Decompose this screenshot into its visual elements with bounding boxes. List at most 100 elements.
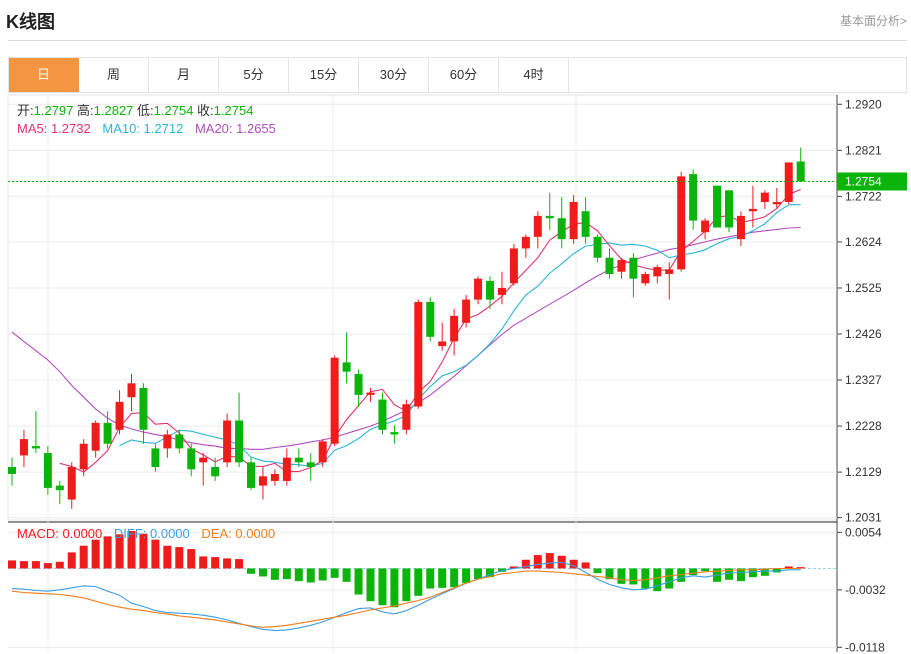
candle-body bbox=[67, 466, 76, 500]
macd-bar bbox=[725, 568, 733, 580]
macd-bar bbox=[79, 545, 88, 569]
candle-body bbox=[497, 287, 506, 295]
macd-tick-label: -0.0118 bbox=[845, 640, 885, 654]
tab-5min[interactable]: 5分 bbox=[219, 58, 289, 92]
candle-body bbox=[593, 236, 602, 258]
candle-body bbox=[450, 315, 459, 342]
ma10-line bbox=[119, 204, 801, 468]
macd-label: MACD: bbox=[17, 526, 63, 541]
tab-month[interactable]: 月 bbox=[149, 58, 219, 92]
macd-bar bbox=[796, 567, 805, 569]
page-title: K线图 bbox=[6, 12, 55, 32]
macd-bar bbox=[438, 568, 447, 588]
macd-bar bbox=[19, 561, 28, 569]
macd-bar bbox=[378, 568, 387, 606]
candle-body bbox=[175, 434, 184, 449]
macd-bar bbox=[653, 568, 662, 592]
macd-bar bbox=[127, 531, 136, 569]
macd-bar bbox=[509, 566, 518, 569]
candle-body bbox=[426, 301, 435, 337]
macd-bar bbox=[103, 536, 112, 569]
tab-4hour[interactable]: 4时 bbox=[499, 58, 569, 92]
macd-bar bbox=[521, 559, 530, 569]
tab-30min[interactable]: 30分 bbox=[359, 58, 429, 92]
tab-week[interactable]: 周 bbox=[79, 58, 149, 92]
period-tabs: 日 周 月 5分 15分 30分 60分 4时 bbox=[8, 57, 907, 93]
macd-bar bbox=[665, 568, 674, 589]
candle-body bbox=[641, 274, 650, 284]
macd-bar bbox=[247, 568, 255, 574]
candle-body bbox=[581, 211, 590, 237]
candle-body bbox=[796, 161, 805, 182]
tab-15min[interactable]: 15分 bbox=[289, 58, 359, 92]
open-value: 1.2797 bbox=[34, 103, 74, 118]
tab-day[interactable]: 日 bbox=[9, 58, 79, 92]
macd-bar bbox=[151, 539, 160, 569]
current-price-label: 1.2754 bbox=[845, 174, 882, 188]
candle-body bbox=[55, 485, 64, 491]
macd-bar bbox=[605, 568, 614, 580]
header-divider bbox=[8, 40, 907, 41]
price-tick-label: 1.2821 bbox=[845, 143, 882, 157]
macd-bar bbox=[450, 568, 459, 588]
macd-bar bbox=[43, 563, 52, 569]
ma10-label: MA10: bbox=[102, 121, 143, 136]
macd-bar bbox=[581, 562, 590, 569]
candle-body bbox=[294, 457, 303, 463]
macd-bar bbox=[91, 539, 100, 569]
macd-bar bbox=[199, 556, 208, 569]
ma20-label: MA20: bbox=[195, 121, 236, 136]
candle-body bbox=[354, 373, 363, 395]
macd-bar bbox=[617, 568, 626, 584]
fundamental-analysis-link[interactable]: 基本面分析> bbox=[839, 14, 907, 28]
macd-bar bbox=[569, 559, 578, 569]
macd-bar bbox=[426, 568, 435, 589]
candle-body bbox=[569, 201, 578, 240]
macd-bar bbox=[67, 552, 76, 569]
candle-body bbox=[689, 174, 698, 221]
macd-bar bbox=[366, 568, 375, 602]
candle-body bbox=[187, 448, 196, 470]
macd-bar bbox=[31, 561, 40, 569]
candle-body bbox=[247, 462, 255, 488]
ohlc-readout: 开:1.2797 高:1.2827 低:1.2754 收:1.2754 bbox=[17, 103, 253, 118]
high-value: 1.2827 bbox=[94, 103, 134, 118]
candle-body bbox=[545, 215, 554, 219]
price-tick-label: 1.2722 bbox=[845, 189, 882, 203]
candle-body bbox=[474, 278, 483, 300]
candle-body bbox=[79, 443, 88, 470]
candlestick-series bbox=[8, 147, 805, 509]
macd-bar bbox=[474, 568, 483, 580]
chart-grid bbox=[7, 94, 838, 652]
macd-bar bbox=[223, 558, 232, 569]
candle-body bbox=[43, 453, 52, 488]
price-tick-label: 1.2525 bbox=[845, 281, 882, 295]
candle-body bbox=[414, 301, 423, 407]
candle-body bbox=[366, 392, 375, 395]
macd-bar bbox=[258, 568, 267, 577]
dea-label: DEA: bbox=[201, 526, 235, 541]
macd-bar bbox=[8, 560, 16, 569]
candle-body bbox=[509, 248, 518, 284]
macd-bar bbox=[402, 568, 411, 602]
candle-body bbox=[748, 208, 757, 212]
candle-body bbox=[653, 267, 662, 277]
candle-body bbox=[402, 404, 411, 430]
candle-body bbox=[31, 446, 40, 449]
close-label: 收: bbox=[197, 103, 214, 118]
ma10-value: 1.2712 bbox=[144, 121, 184, 136]
candle-body bbox=[605, 257, 614, 275]
macd-bar bbox=[760, 568, 769, 576]
tab-60min[interactable]: 60分 bbox=[429, 58, 499, 92]
close-value: 1.2754 bbox=[214, 103, 254, 118]
macd-bar bbox=[486, 568, 494, 578]
macd-bar bbox=[784, 566, 793, 569]
candle-body bbox=[330, 357, 339, 444]
macd-bar bbox=[414, 568, 423, 596]
macd-histogram bbox=[8, 531, 805, 608]
macd-bar bbox=[629, 568, 638, 585]
macd-bar bbox=[545, 553, 554, 569]
diff-value: 0.0000 bbox=[150, 526, 190, 541]
candle-body bbox=[629, 257, 638, 279]
